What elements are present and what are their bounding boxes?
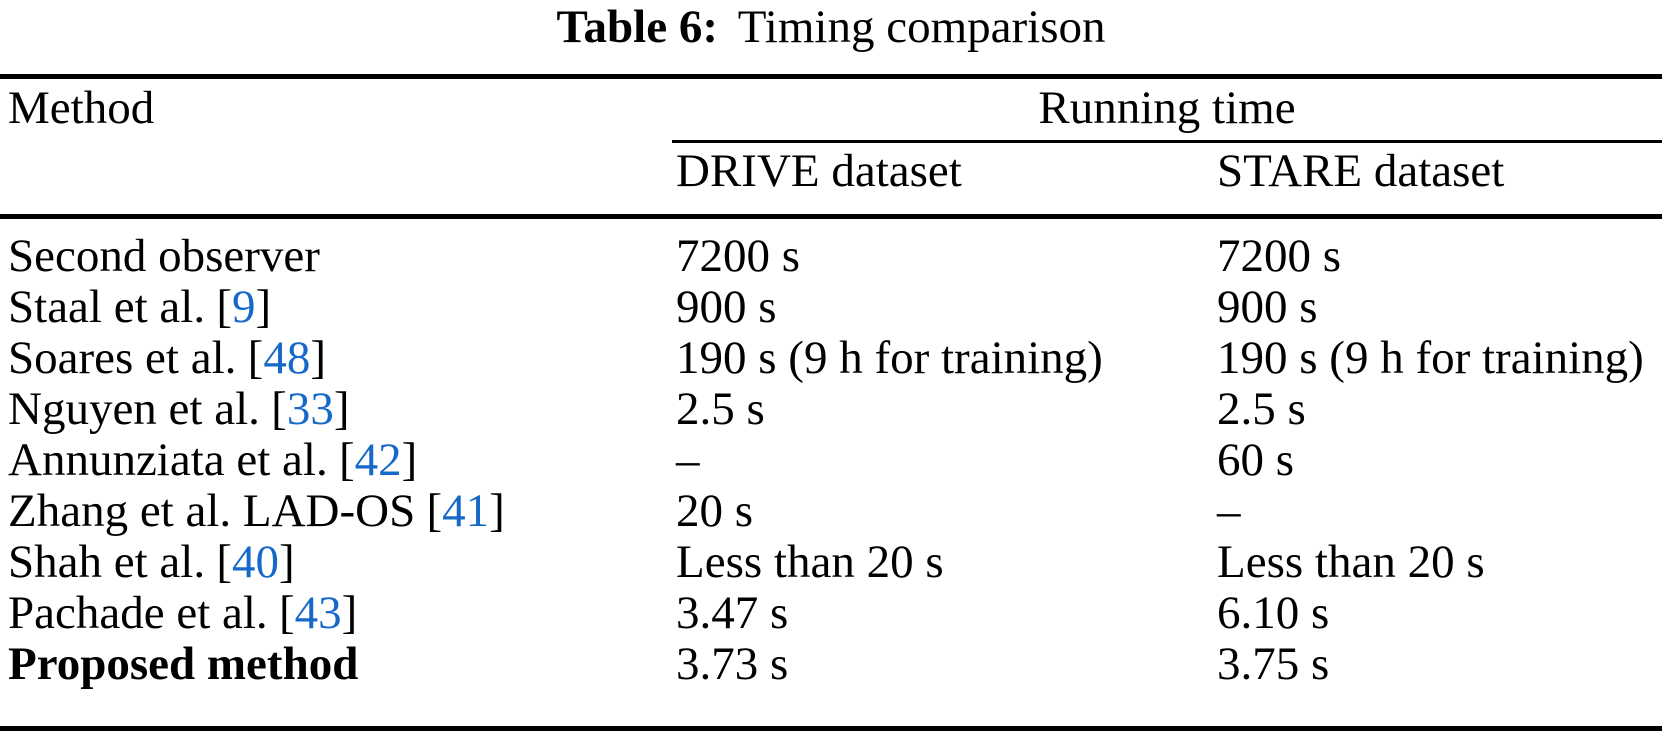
table-row-5: Zhang et al. LAD-OS [41] 20 s – [0,486,1662,537]
method-cell: Nguyen et al. [33] [0,384,676,435]
drive-value-cell: 2.5 s [676,383,765,435]
column-header-running-time: Running time [1038,82,1296,134]
table-row-7: Pachade et al. [43] 3.47 s 6.10 s [0,588,1662,639]
method-cell: Pachade et al. [43] [0,588,676,639]
citation-link[interactable]: 9 [232,281,256,333]
table-row-3: Nguyen et al. [33] 2.5 s 2.5 s [0,384,1662,435]
stare-value-cell: 6.10 s [1217,587,1330,639]
table-body: Second observer[] 7200 s 7200 s Staal et… [0,231,1662,690]
citation-close-bracket: ] [333,383,350,435]
column-header-method: Method [8,82,155,134]
citation-close-bracket: ] [279,536,295,588]
drive-value-cell: 20 s [676,485,754,537]
drive-value-cell: Less than 20 s [676,536,944,588]
bottom-rule [0,726,1662,731]
citation: [42] [339,434,417,486]
stare-value-cell: Less than 20 s [1217,536,1485,588]
method-name: Proposed method [8,638,359,690]
method-name: Pachade et al. [8,587,268,639]
citation: [43] [279,587,357,639]
method-cell: Second observer[] [0,231,676,282]
method-name: Nguyen et al. [8,383,260,435]
drive-value-cell: 190 s (9 h for training) [676,332,1103,384]
method-name: Second observer [8,230,320,282]
stare-value-cell: 2.5 s [1217,383,1306,435]
stare-value-cell: 60 s [1217,434,1295,486]
table-caption: Table 6: Timing comparison [0,0,1662,54]
citation-link[interactable]: 43 [294,587,342,639]
method-name: Staal et al. [8,281,206,333]
citation: [48] [248,332,326,384]
citation-open-bracket: [ [216,281,232,333]
table-header-row-2: DRIVE dataset STARE dataset [0,145,1662,197]
citation: [41] [427,485,505,537]
stare-value-cell: 900 s [1217,281,1318,333]
citation-close-bracket: ] [489,485,505,537]
table-row-1: Staal et al. [9] 900 s 900 s [0,282,1662,333]
drive-value-cell: 3.47 s [676,587,789,639]
method-cell: Proposed method[] [0,639,676,690]
column-header-stare-dataset: STARE dataset [1217,145,1505,197]
method-cell: Zhang et al. LAD-OS [41] [0,486,676,537]
citation-close-bracket: ] [310,332,326,384]
method-name: Soares et al. [8,332,237,384]
drive-value-cell: 7200 s [676,230,801,282]
citation-link[interactable]: 48 [263,332,311,384]
citation-open-bracket: [ [278,587,295,639]
top-rule [0,74,1662,79]
citation: [33] [271,383,349,435]
table-caption-label: Table 6: [556,1,719,53]
citation-close-bracket: ] [401,434,418,486]
method-name: Shah et al. [8,536,206,588]
table-row-8: Proposed method[] 3.73 s 3.75 s [0,639,1662,690]
drive-value-cell: 3.73 s [676,638,789,690]
stare-value-cell: 190 s (9 h for training) [1217,332,1644,384]
citation-close-bracket: ] [341,587,358,639]
citation-open-bracket: [ [426,485,443,537]
stare-value-cell: 3.75 s [1217,638,1330,690]
table-caption-text: Timing comparison [737,1,1106,53]
table-header-row-1: Method Running time [0,82,1662,134]
method-cell: Soares et al. [48] [0,333,676,384]
header-body-rule [0,214,1662,219]
column-header-drive-dataset: DRIVE dataset [676,145,962,197]
method-cell: Annunziata et al. [42] [0,435,676,486]
citation-link[interactable]: 33 [286,383,334,435]
citation-link[interactable]: 41 [442,485,490,537]
citation-close-bracket: ] [255,281,272,333]
method-cell: Shah et al. [40] [0,537,676,588]
stare-value-cell: 7200 s [1217,230,1342,282]
running-time-spanner-rule [672,140,1662,143]
method-cell: Staal et al. [9] [0,282,676,333]
citation-open-bracket: [ [216,536,233,588]
citation: [9] [216,281,271,333]
table-row-4: Annunziata et al. [42] – 60 s [0,435,1662,486]
citation: [40] [216,536,294,588]
citation-link[interactable]: 40 [232,536,280,588]
citation-open-bracket: [ [247,332,264,384]
citation-link[interactable]: 42 [354,434,402,486]
citation-open-bracket: [ [271,383,287,435]
table-row-6: Shah et al. [40] Less than 20 s Less than… [0,537,1662,588]
citation-open-bracket: [ [339,434,355,486]
method-name: Annunziata et al. [8,434,328,486]
table-row-0: Second observer[] 7200 s 7200 s [0,231,1662,282]
drive-value-cell: 900 s [676,281,777,333]
method-name: Zhang et al. LAD-OS [8,485,416,537]
stare-value-cell: – [1217,485,1241,537]
table-row-2: Soares et al. [48] 190 s (9 h for trainin… [0,333,1662,384]
drive-value-cell: – [676,434,700,486]
